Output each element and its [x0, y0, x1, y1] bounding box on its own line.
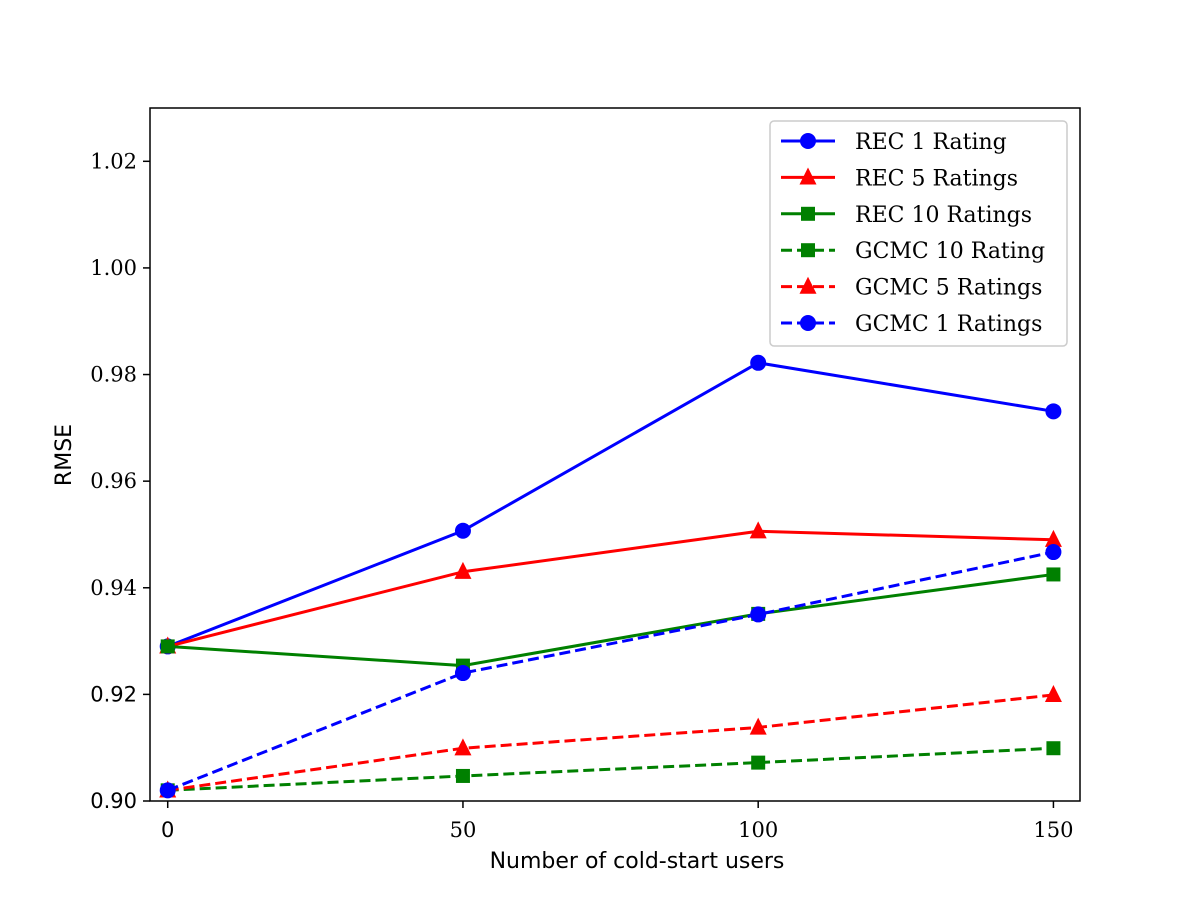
series-line-gcmc-5-ratings: [167, 693, 1054, 792]
legend-marker-square: [801, 243, 815, 258]
data-point-rec-1-rating-100: [750, 354, 767, 371]
legend-marker-triangle: [799, 276, 817, 294]
legend-item-gcmc-5-ratings: GCMC 5 Ratings: [781, 276, 1042, 301]
legend-marker-circle: [800, 315, 816, 331]
legend-item-rec-10-ratings: REC 10 Ratings: [781, 203, 1032, 228]
legend-marker-triangle: [799, 167, 817, 185]
y-tick-label: 0.94: [90, 576, 137, 600]
y-axis-title: RMSE: [52, 424, 77, 486]
y-tick-label: 0.96: [90, 469, 137, 493]
data-point-gcmc-1-ratings-50: [454, 665, 471, 682]
data-point-gcmc-5-ratings-100: [749, 717, 767, 735]
legend-label: GCMC 10 Rating: [855, 239, 1045, 264]
legend-box: [769, 120, 1068, 347]
y-tick-label: 0.92: [90, 682, 137, 706]
data-point-rec-5-ratings-150: [1044, 529, 1062, 547]
legend-item-rec-1-rating: REC 1 Rating: [781, 130, 1007, 155]
series-line-gcmc-10-rating: [167, 746, 1054, 792]
data-point-rec-1-rating-150: [1045, 403, 1062, 420]
data-point-gcmc-1-ratings-0: [159, 782, 176, 799]
x-tick-label: 50: [450, 818, 477, 842]
data-point-gcmc-5-ratings-50: [454, 738, 472, 756]
legend-label: REC 10 Ratings: [855, 203, 1032, 228]
data-point-rec-5-ratings-50: [454, 561, 472, 579]
data-point-gcmc-5-ratings-150: [1044, 685, 1062, 703]
data-point-gcmc-10-rating-50: [455, 768, 470, 783]
data-point-rec-5-ratings-100: [749, 521, 767, 539]
series-layer: [159, 354, 1062, 799]
legend-label: REC 5 Ratings: [855, 166, 1018, 191]
legend: REC 1 Rating REC 5 Ratings REC 10 Ratings G…: [769, 120, 1068, 347]
legend-item-gcmc-1-ratings: GCMC 1 Ratings: [781, 312, 1042, 337]
data-point-rec-10-ratings-150: [1046, 567, 1061, 582]
x-axis-ticks: 0 50 100 150: [161, 801, 1073, 842]
series-line-gcmc-1-ratings: [167, 550, 1054, 792]
data-point-gcmc-1-ratings-150: [1045, 544, 1062, 561]
legend-label: GCMC 5 Ratings: [855, 276, 1042, 301]
legend-marker-square: [801, 206, 815, 221]
data-point-rec-10-ratings-0: [160, 639, 175, 654]
y-tick-label: 1.02: [90, 149, 137, 173]
y-tick-label: 0.98: [90, 363, 137, 387]
series-line-rec-5-ratings: [167, 529, 1054, 648]
data-point-gcmc-1-ratings-100: [750, 606, 767, 623]
legend-item-gcmc-10-rating: GCMC 10 Rating: [781, 239, 1045, 264]
series-gcmc-1-ratings: [159, 544, 1062, 799]
x-tick-label: 150: [1033, 818, 1073, 842]
legend-item-rec-5-ratings: REC 5 Ratings: [781, 166, 1018, 191]
legend-label: GCMC 1 Ratings: [855, 312, 1042, 337]
legend-marker-circle: [800, 133, 816, 149]
y-axis-ticks: 0.90 0.92 0.94 0.96 0.98 1.00 1.02: [90, 149, 150, 813]
y-tick-label: 1.00: [90, 256, 137, 280]
legend-items: REC 1 Rating REC 5 Ratings REC 10 Ratings G…: [781, 130, 1045, 337]
data-point-gcmc-10-rating-150: [1046, 741, 1061, 756]
x-axis-title: Number of cold-start users: [490, 849, 785, 874]
plot-frame: [149, 107, 1081, 802]
x-tick-label: 0: [161, 818, 174, 842]
y-tick-label: 0.90: [90, 789, 137, 813]
x-tick-label: 100: [738, 818, 778, 842]
data-point-rec-1-rating-50: [454, 522, 471, 539]
legend-label: REC 1 Rating: [855, 130, 1007, 155]
data-point-gcmc-10-rating-100: [751, 755, 766, 770]
series-line-rec-10-ratings: [167, 572, 1054, 668]
series-line-rec-1-rating: [167, 361, 1054, 648]
